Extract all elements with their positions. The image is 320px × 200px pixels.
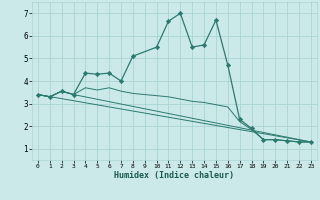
- X-axis label: Humidex (Indice chaleur): Humidex (Indice chaleur): [115, 171, 234, 180]
